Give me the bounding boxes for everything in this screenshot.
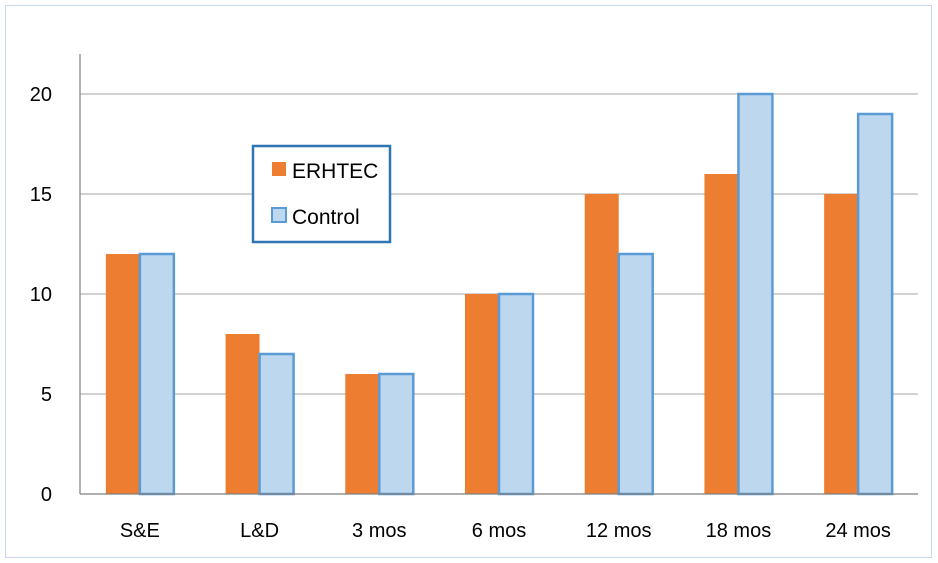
bar-control-6 — [856, 112, 894, 496]
x-tick-label: S&E — [120, 520, 160, 542]
bar-erhtec-0 — [105, 254, 140, 494]
bar-control-2 — [378, 372, 415, 496]
y-tick-label: 10 — [30, 284, 52, 306]
x-tick-labels: S&E L&D 3 mos 6 mos 12 mos 18 mos 24 mos — [120, 520, 891, 542]
y-tick-label: 20 — [30, 84, 52, 106]
legend-swatch-erhtec — [272, 162, 286, 176]
bar-erhtec-3 — [465, 294, 499, 494]
y-tick-label: 0 — [41, 484, 52, 506]
x-tick-label: 3 mos — [352, 520, 406, 542]
legend-label-control: Control — [292, 206, 360, 229]
x-tick-label: 6 mos — [472, 520, 526, 542]
x-tick-label: 18 mos — [706, 520, 772, 542]
axes — [79, 54, 918, 495]
bar-control-0 — [138, 252, 176, 496]
legend-label-erhtec: ERHTEC — [292, 160, 378, 183]
bar-erhtec-5 — [704, 174, 739, 494]
bar-erhtec-2 — [345, 374, 380, 494]
bar-control-3 — [497, 292, 535, 496]
bar-control-4 — [617, 252, 654, 496]
y-tick-labels: 0 5 10 15 20 — [30, 84, 52, 506]
bar-erhtec-6 — [824, 194, 859, 494]
y-tick-label: 15 — [30, 184, 52, 206]
bar-erhtec-4 — [584, 194, 619, 494]
x-tick-label: L&D — [240, 520, 279, 542]
bar-control-5 — [737, 92, 774, 496]
legend-swatch-control — [271, 207, 287, 223]
legend: ERHTEC Control — [251, 144, 392, 244]
bar-erhtec-1 — [225, 334, 260, 494]
y-tick-label: 5 — [41, 384, 52, 406]
x-tick-label: 24 mos — [825, 520, 891, 542]
x-tick-label: 12 mos — [586, 520, 652, 542]
bar-control-1 — [258, 352, 295, 496]
